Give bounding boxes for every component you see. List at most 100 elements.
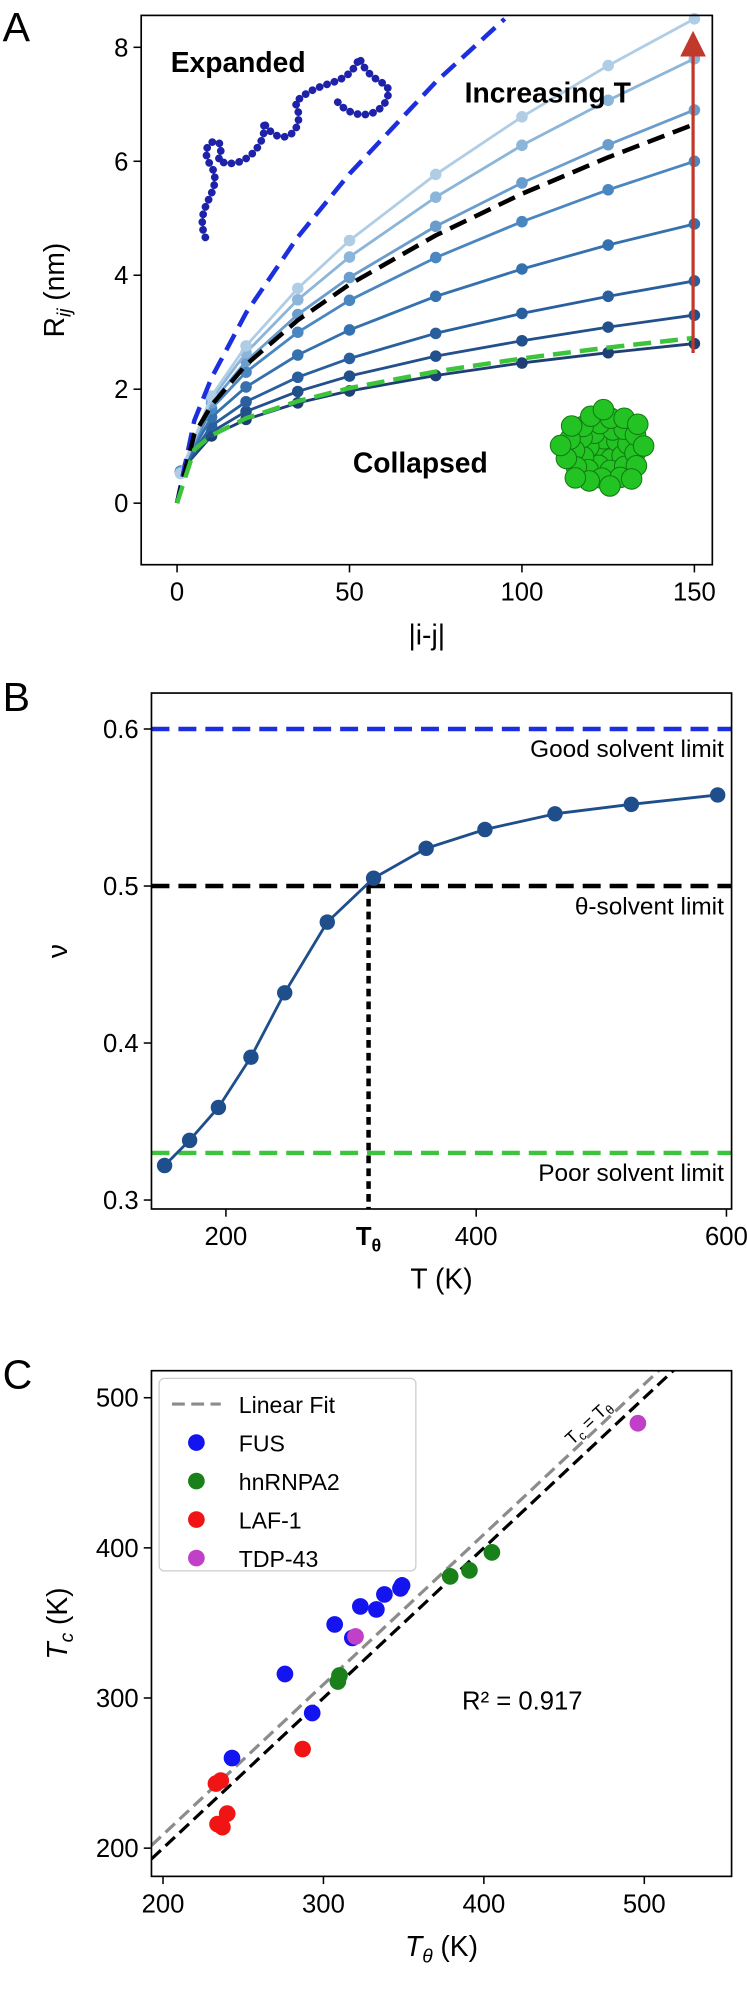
x-axis-label: T (K) (410, 1263, 472, 1295)
panel-label: B (3, 674, 30, 720)
y-axis-label: ν (41, 944, 73, 958)
data-point (516, 357, 528, 369)
collapsed-bead (592, 398, 615, 421)
y-label-main: ν (41, 944, 73, 958)
legend-label: TDP-43 (239, 1546, 319, 1572)
legend-label: Linear Fit (239, 1392, 336, 1418)
data-point (602, 138, 614, 151)
x-tick-label: 300 (302, 1890, 345, 1918)
y-label-sub: ij (55, 308, 76, 317)
collapsed-bead (632, 435, 655, 457)
limit-label: θ-solvent limit (575, 893, 724, 920)
plot-frame (150, 1369, 733, 1878)
collapsed-bead (620, 468, 643, 490)
legend-label: hnRNPA2 (239, 1469, 340, 1495)
y-tick-label: 0.5 (103, 873, 139, 901)
data-point (429, 191, 442, 203)
data-point (461, 1562, 478, 1579)
data-point (326, 1616, 344, 1633)
y-tick-label: 4 (114, 262, 128, 290)
data-point (393, 1577, 411, 1594)
data-point (429, 327, 442, 340)
collapsed-bead (564, 467, 587, 489)
annotation: Expanded (171, 46, 306, 78)
data-point (292, 371, 304, 384)
expanded-chain (198, 47, 393, 242)
data-point (602, 94, 614, 107)
x-tick-label: 50 (335, 579, 364, 607)
data-point (214, 1818, 231, 1836)
data-point (223, 1749, 241, 1767)
panel-label: C (3, 1352, 33, 1398)
legend-label: FUS (239, 1431, 285, 1457)
data-point (292, 293, 304, 306)
y-tick-label: 400 (96, 1535, 139, 1563)
data-point (240, 381, 252, 393)
x-tick-label: 200 (205, 1223, 248, 1251)
data-point (602, 183, 614, 196)
y-tick-label: 8 (114, 34, 128, 62)
data-point (181, 1132, 198, 1149)
data-point (516, 215, 528, 228)
legend-swatch (188, 1472, 205, 1490)
identity-label: Tc= Tθ (561, 1396, 617, 1451)
y-label-unit: (K) (41, 1587, 73, 1625)
data-point (294, 1740, 311, 1758)
data-point (602, 321, 614, 333)
legend-box (158, 1377, 417, 1572)
r2-label: R² = 0.917 (462, 1688, 583, 1716)
x-tick-label: 500 (623, 1890, 666, 1918)
data-point (516, 263, 528, 275)
data-point (347, 1628, 364, 1645)
limit-label: Poor solvent limit (538, 1160, 724, 1187)
data-point (343, 370, 356, 382)
plot-frame (150, 692, 733, 1210)
y-label-sub: c (57, 1632, 78, 1642)
data-point (243, 1049, 259, 1065)
data-point (429, 168, 442, 181)
data-point (343, 324, 356, 336)
data-point (602, 59, 614, 72)
annotation: Collapsed (353, 446, 488, 478)
fit-line (163, 793, 718, 1167)
annotation: Increasing T (465, 77, 631, 109)
x-label-main: |i-j| (408, 618, 445, 650)
y-tick-label: 0.4 (103, 1030, 139, 1058)
plot-frame (140, 14, 714, 566)
reference-curve (174, 122, 696, 504)
data-point (156, 1157, 173, 1174)
data-point (547, 806, 563, 822)
fit-line (151, 1370, 662, 1847)
data-point (343, 251, 356, 263)
y-tick-label: 0.6 (103, 716, 139, 744)
x-tick-label: 400 (462, 1890, 505, 1918)
data-point (343, 294, 356, 307)
theta-label-sub: θ (372, 1235, 382, 1255)
data-point (429, 251, 442, 264)
y-tick-label: 0.3 (103, 1187, 139, 1215)
data-point (516, 111, 528, 123)
data-point (292, 326, 304, 338)
data-point (429, 290, 442, 303)
data-point (352, 1598, 369, 1615)
data-point (319, 914, 335, 930)
x-label-main: T (K) (410, 1263, 472, 1295)
data-point (331, 1667, 348, 1684)
data-point (483, 1544, 501, 1561)
data-point (303, 1704, 321, 1722)
limit-label: Good solvent limit (530, 736, 724, 763)
data-point (218, 1805, 236, 1822)
data-point (343, 234, 356, 247)
data-point (240, 395, 252, 408)
reference-curve (174, 335, 695, 504)
data-point (623, 796, 640, 813)
data-point (292, 385, 304, 398)
panel-label: A (3, 4, 31, 50)
y-tick-label: 300 (96, 1685, 139, 1713)
x-tick-label: 200 (142, 1890, 185, 1918)
x-tick-label: 600 (705, 1223, 747, 1251)
y-axis-label: Tc (K) (41, 1587, 78, 1659)
data-point (212, 1772, 230, 1789)
